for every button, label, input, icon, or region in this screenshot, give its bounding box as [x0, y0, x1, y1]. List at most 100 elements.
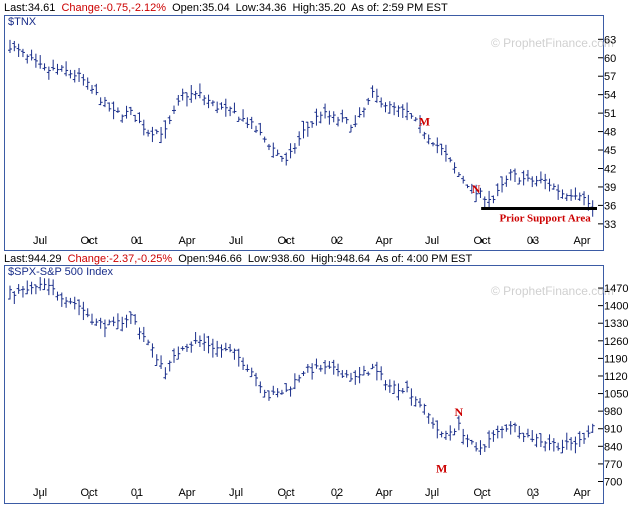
ohlc-bar: [430, 417, 435, 429]
ohlc-bar: [547, 178, 552, 192]
ohlc-bar: [180, 346, 185, 351]
ohlc-bar: [353, 115, 358, 128]
ohlc-bar: [154, 129, 159, 135]
ohlc-bar: [508, 169, 513, 181]
ohlc-bar: [383, 102, 388, 113]
ohlc-bar: [284, 152, 289, 166]
annotation-m: M: [436, 462, 447, 476]
ohlc-bar: [124, 314, 129, 328]
ohlc-bar: [452, 428, 457, 436]
tnx-asof: As of: 2:59 PM EST: [351, 2, 448, 14]
ohlc-bar: [564, 432, 569, 450]
ohlc-bar: [357, 366, 362, 384]
ohlc-bar: [33, 284, 38, 295]
ohlc-bar: [418, 398, 423, 408]
ohlc-bar: [323, 103, 328, 119]
ohlc-bar: [271, 142, 276, 158]
y-tick-label: 910: [604, 424, 622, 436]
ohlc-bar: [504, 424, 509, 432]
ohlc-bar: [102, 319, 107, 338]
ohlc-bar: [77, 299, 82, 316]
ohlc-bar: [77, 67, 82, 82]
ohlc-bar: [318, 111, 323, 124]
ohlc-bar: [379, 97, 384, 108]
spx-quote-line: Last:944.29 Change:-2.37,-0.25% Open:946…: [4, 252, 475, 266]
ohlc-bar: [556, 442, 561, 451]
y-tick-label: 1190: [604, 353, 628, 365]
ohlc-bar: [59, 292, 64, 307]
y-tick-label: 36: [604, 200, 616, 212]
ohlc-bar: [392, 102, 397, 116]
ohlc-bar: [150, 343, 155, 358]
ohlc-bar: [530, 176, 535, 188]
ohlc-bar: [469, 439, 474, 445]
ohlc-bar: [327, 361, 332, 369]
ohlc-bar: [159, 355, 164, 369]
ohlc-bar: [340, 109, 345, 123]
tnx-open: Open:35.04: [172, 2, 230, 14]
ohlc-bar: [115, 313, 120, 330]
ohlc-bar: [176, 94, 181, 106]
ohlc-bar: [396, 105, 401, 117]
ohlc-bar: [98, 97, 103, 106]
ohlc-bar: [456, 415, 461, 431]
ohlc-bar: [29, 281, 34, 295]
ohlc-bar: [12, 291, 17, 305]
ohlc-bar: [228, 343, 233, 353]
ohlc-bar: [461, 428, 466, 445]
ohlc-bar: [370, 363, 375, 370]
ohlc-bar: [262, 389, 267, 398]
ohlc-bar: [582, 432, 587, 444]
ohlc-bar: [297, 131, 302, 146]
ohlc-bar: [547, 434, 552, 451]
ohlc-bar: [141, 119, 146, 136]
ohlc-bar: [344, 117, 349, 124]
ohlc-bar: [452, 162, 457, 174]
ohlc-bar: [353, 370, 358, 385]
y-tick-label: 33: [604, 219, 616, 231]
ohlc-bar: [254, 125, 259, 133]
x-tick-label: 01: [131, 487, 143, 499]
x-tick-label: Apr: [573, 235, 590, 247]
ohlc-bar: [344, 369, 349, 378]
ohlc-bar: [46, 66, 51, 80]
ohlc-bar: [461, 175, 466, 184]
ohlc-bar: [400, 388, 405, 394]
y-tick-label: 770: [604, 459, 622, 471]
ohlc-bar: [323, 360, 328, 375]
ohlc-bar: [405, 380, 410, 393]
ohlc-bar: [577, 431, 582, 447]
x-tick-label: Jul: [33, 487, 47, 499]
ohlc-bar: [474, 184, 479, 203]
ohlc-bar: [262, 136, 267, 143]
ohlc-bar: [210, 100, 215, 107]
ohlc-bar: [508, 421, 513, 435]
x-tick-label: Apr: [178, 487, 195, 499]
ohlc-bar: [422, 403, 427, 415]
ohlc-bar: [370, 85, 375, 98]
annotation-n: N: [455, 405, 464, 419]
ohlc-bar: [64, 296, 69, 308]
ohlc-bar: [577, 192, 582, 201]
ohlc-bar: [409, 113, 414, 119]
ohlc-bar: [297, 374, 302, 383]
ohlc-bar: [137, 327, 142, 340]
ohlc-bar: [163, 367, 168, 380]
ohlc-bar: [111, 316, 116, 327]
x-tick-label: Jul: [33, 235, 47, 247]
ohlc-bar: [400, 104, 405, 118]
ohlc-bar: [336, 363, 341, 377]
ohlc-bar: [180, 88, 185, 101]
x-tick-label: Jul: [425, 235, 439, 247]
ohlc-bar: [206, 335, 211, 354]
tnx-watermark: © ProphetFinance.com: [491, 36, 614, 50]
ohlc-bar: [184, 343, 189, 352]
ohlc-bar: [517, 425, 522, 439]
spx-last: Last:944.29: [4, 253, 62, 265]
ohlc-bar: [543, 440, 548, 452]
ohlc-bar: [275, 149, 280, 156]
ohlc-bar: [20, 286, 25, 298]
ohlc-bar: [439, 143, 444, 156]
ohlc-bar: [314, 358, 319, 369]
ohlc-bar: [90, 313, 95, 325]
